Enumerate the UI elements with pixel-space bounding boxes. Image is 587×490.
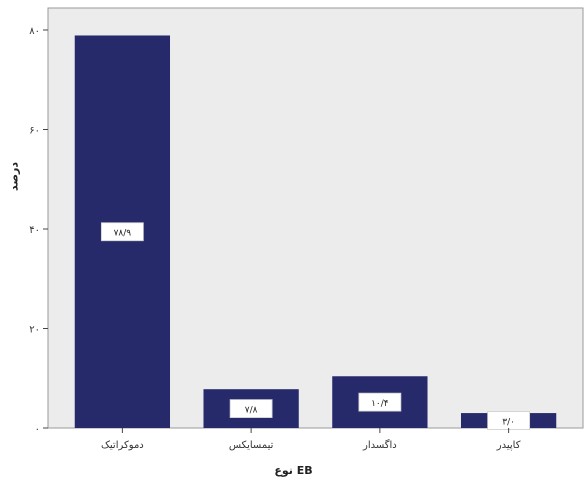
data-label-box [100, 222, 144, 242]
x-tick-label: تیمسایکس [229, 440, 274, 451]
data-label: ۷۸/۹ [114, 229, 132, 239]
data-label: ۱۰/۴ [371, 399, 389, 409]
data-label: ۳/۰ [502, 418, 515, 428]
y-tick-label: ۲۰ [29, 325, 40, 336]
x-tick-label: کاپیدر [496, 440, 521, 451]
data-label: ۷/۸ [245, 406, 258, 416]
y-tick-label: ۰ [35, 424, 40, 435]
y-tick-label: ۸۰ [29, 26, 40, 37]
y-tick-label: ۴۰ [29, 225, 40, 236]
x-axis-title: نوع EB [274, 464, 313, 477]
y-tick-label: ۶۰ [29, 126, 40, 137]
data-label-box [229, 399, 273, 418]
x-tick-label: دموکراتیک [101, 440, 144, 451]
y-axis-title: درصد [7, 162, 21, 191]
data-label-box [358, 392, 402, 412]
x-tick-label: داگسدار [362, 439, 397, 451]
